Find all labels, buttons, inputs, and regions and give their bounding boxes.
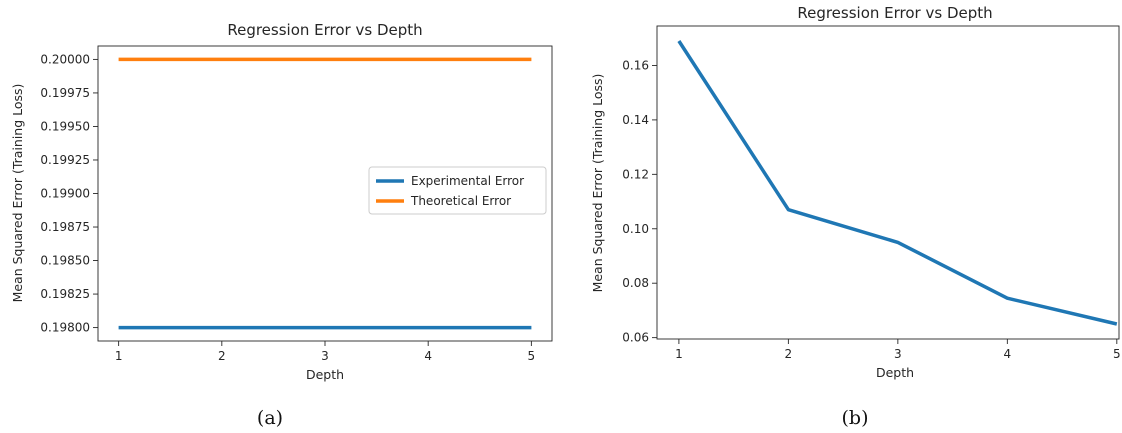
- x-tick-label: 3: [894, 347, 902, 361]
- y-tick-label: 0.19900: [40, 187, 90, 201]
- series-line-0: [677, 40, 1118, 326]
- chart-a-title: Regression Error vs Depth: [227, 21, 422, 39]
- chart-b-xlabel: Depth: [876, 365, 914, 380]
- chart-a-xlabel: Depth: [306, 367, 344, 382]
- y-tick-label: 0.10: [622, 222, 649, 236]
- chart-b-y-ticks: 0.06 0.08 0.10 0.12 0.14 0.16: [622, 58, 657, 345]
- x-tick-label: 2: [218, 349, 226, 363]
- y-tick-label: 0.19925: [40, 153, 90, 167]
- y-tick-label: 0.12: [622, 167, 649, 181]
- y-tick-label: 0.19875: [40, 220, 90, 234]
- y-tick-label: 0.06: [622, 331, 649, 345]
- caption-a: (a): [257, 407, 283, 429]
- y-tick-label: 0.20000: [40, 52, 90, 66]
- y-tick-label: 0.14: [622, 113, 649, 127]
- chart-a: Regression Error vs Depth 0.19800 0.19825…: [10, 21, 553, 429]
- chart-b: Regression Error vs Depth 0.060.080.100.…: [590, 4, 1121, 429]
- legend-box: [368, 166, 547, 215]
- legend-label-theoretical: Theoretical Error: [410, 194, 511, 208]
- y-tick-label: 0.08: [622, 276, 649, 290]
- chart-b-series: [677, 40, 1118, 326]
- y-tick-label: 0.19800: [40, 321, 90, 335]
- chart-a-legend: Experimental Error Theoretical Error: [368, 166, 547, 215]
- chart-b-frame: [656, 25, 1120, 340]
- chart-b-title: Regression Error vs Depth: [797, 4, 992, 22]
- y-tick-label: 0.19950: [40, 119, 90, 133]
- chart-b-ylabel: Mean Squared Error (Training Loss): [590, 74, 605, 293]
- y-tick-label: 0.19850: [40, 254, 90, 268]
- x-tick-label: 5: [1113, 347, 1121, 361]
- x-tick-label: 4: [424, 349, 432, 363]
- x-tick-label: 1: [675, 347, 683, 361]
- y-tick-label: 0.16: [622, 58, 649, 72]
- caption-b: (b): [842, 407, 869, 429]
- chart-a-ylabel: Mean Squared Error (Training Loss): [10, 84, 25, 303]
- chart-a-y-ticks: 0.19800 0.19825 0.19850 0.19875 0.19900 0.199…: [40, 52, 98, 335]
- legend-label-experimental: Experimental Error: [411, 174, 524, 188]
- y-tick-label: 0.19975: [40, 86, 90, 100]
- x-tick-label: 3: [321, 349, 329, 363]
- x-tick-label: 5: [528, 349, 536, 363]
- chart-a-series: [118, 57, 532, 330]
- x-tick-label: 2: [785, 347, 793, 361]
- chart-a-x-ticks: 1 2 3 4 5: [115, 341, 535, 363]
- x-tick-label: 4: [1004, 347, 1012, 361]
- y-tick-label: 0.19825: [40, 287, 90, 301]
- x-tick-label: 1: [115, 349, 123, 363]
- chart-b-x-ticks: 1 2 3 4 5: [675, 339, 1121, 361]
